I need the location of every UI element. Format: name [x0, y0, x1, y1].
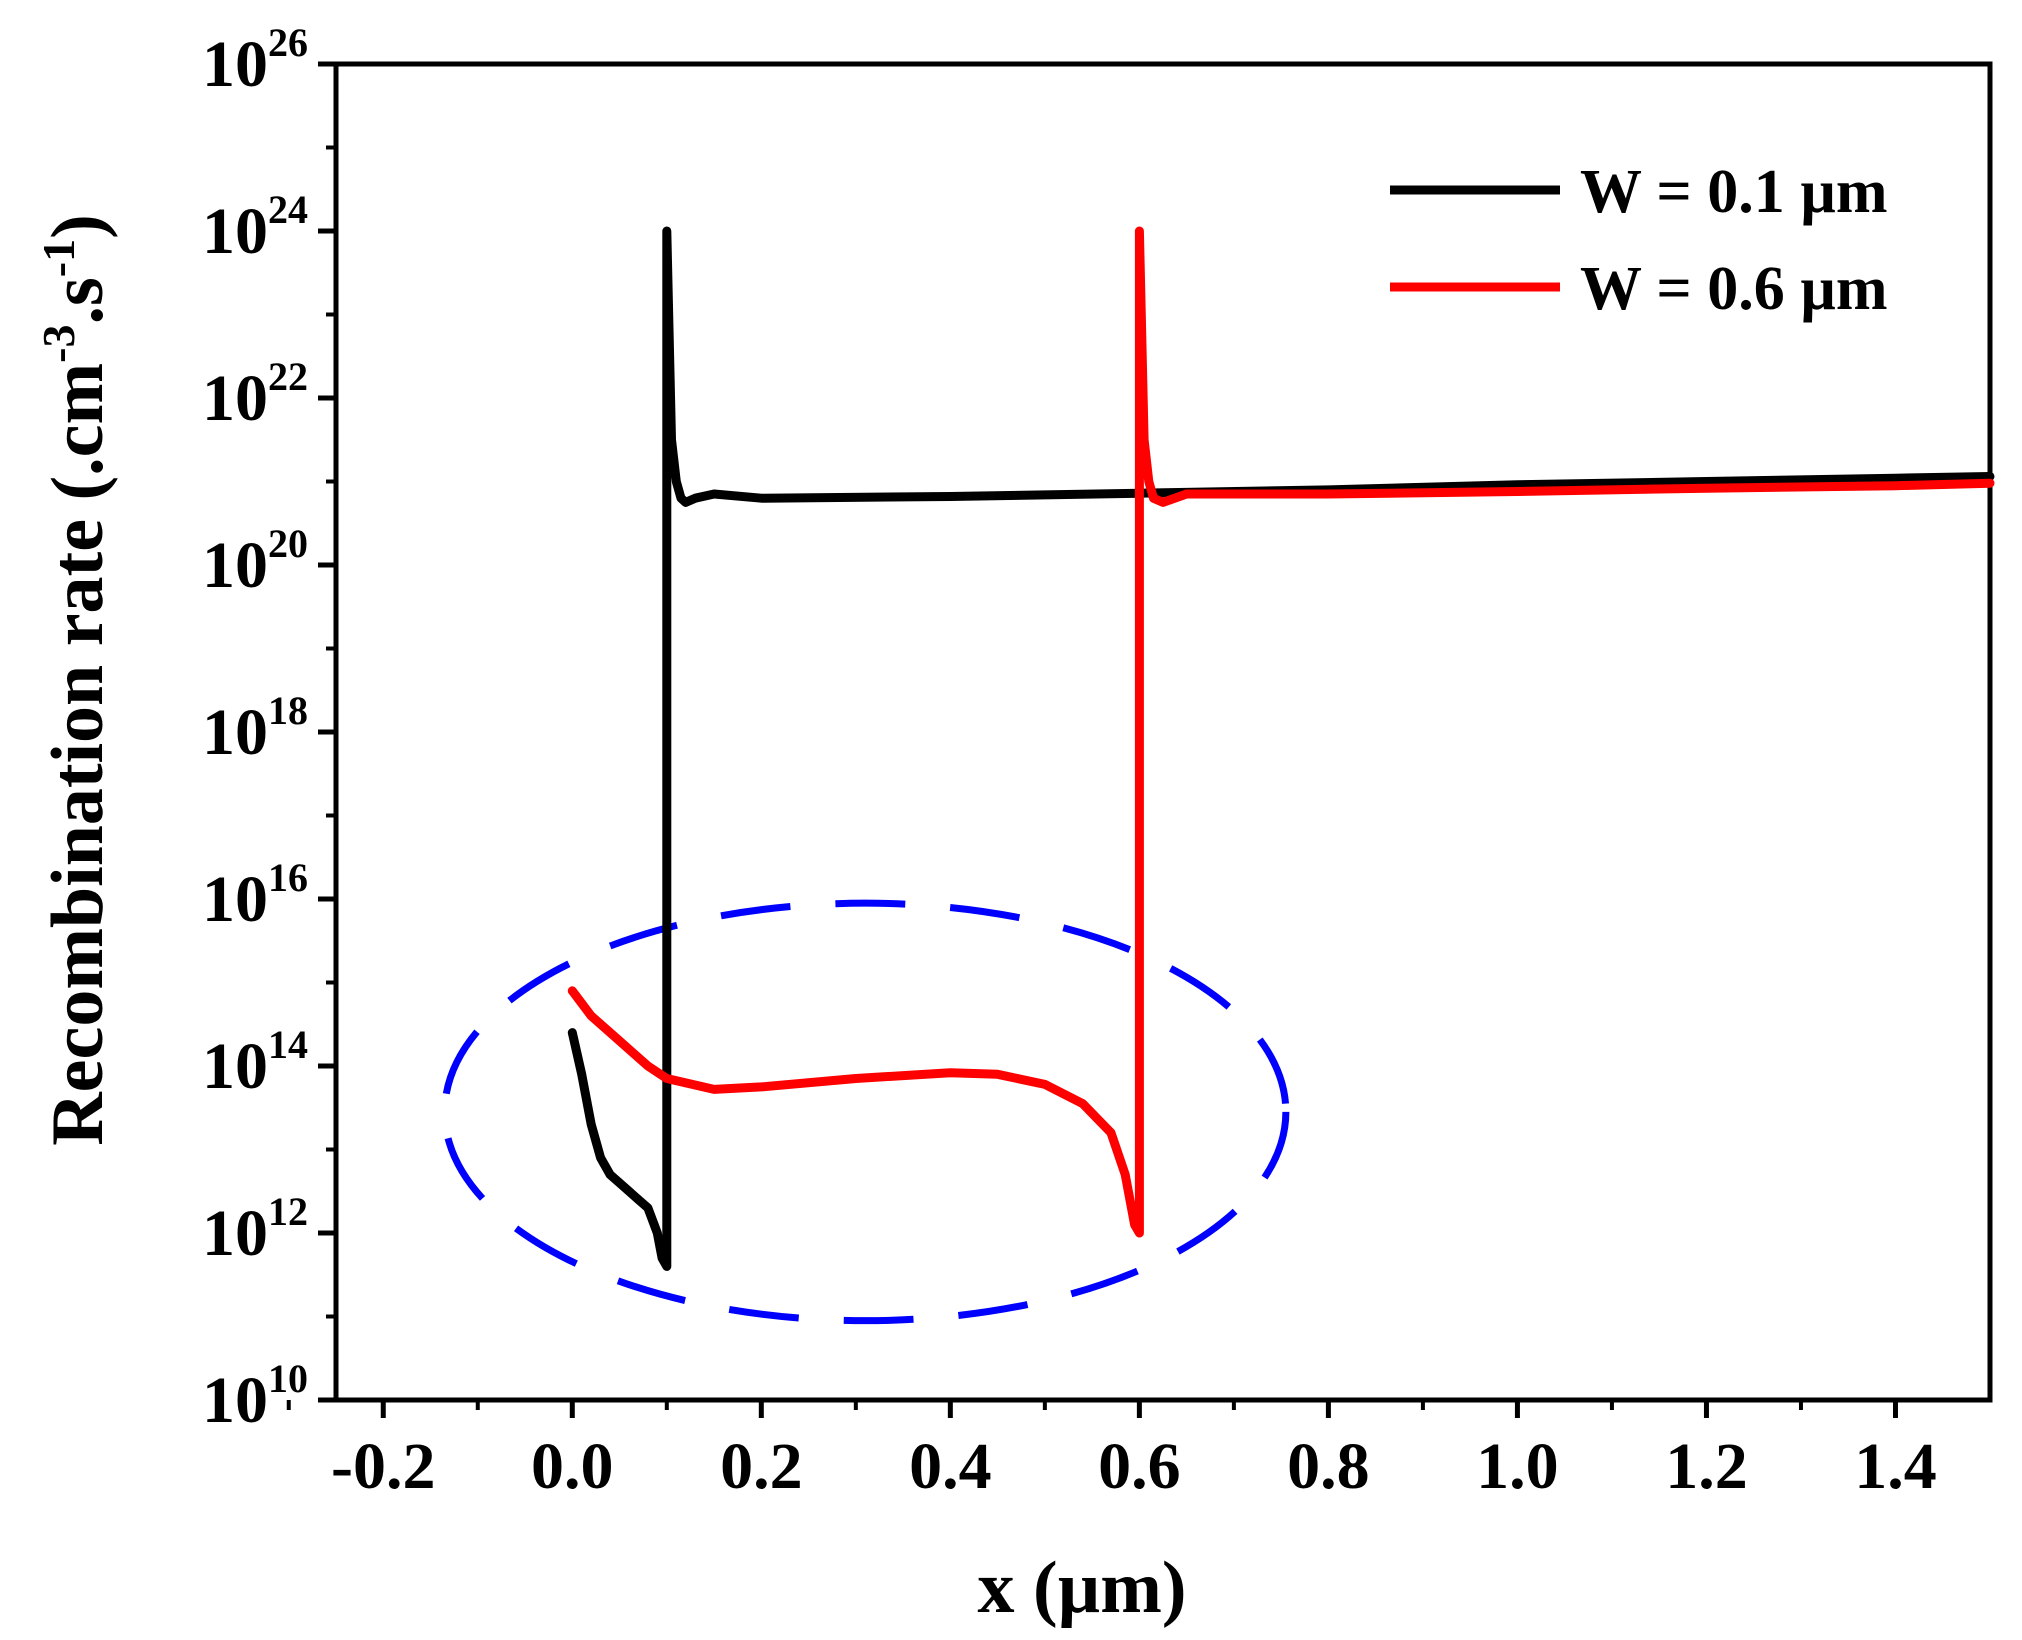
series-line-0 [567, 226, 1995, 1271]
y-tick-exponent: 16 [268, 855, 308, 900]
y-tick-label-0: 1010 [202, 1356, 308, 1437]
x-tick-label-3: 0.4 [909, 1430, 992, 1503]
y-tick-base: 10 [202, 362, 268, 435]
series-line-1 [567, 226, 1995, 1238]
y-tick-exponent: 18 [268, 688, 308, 733]
y-axis-title-end: ) [37, 214, 119, 239]
x-axis-title: x (µm) [977, 1547, 1186, 1629]
y-tick-base: 10 [202, 1197, 268, 1270]
x-tick-label-8: 1.4 [1854, 1430, 1937, 1503]
y-axis-title: Recombination rate (.cm-3.s-1) [33, 214, 119, 1146]
y-tick-label-4: 1018 [202, 688, 308, 769]
series-layer [567, 226, 1995, 1271]
annotation-layer [441, 899, 1290, 1325]
x-axis: -0.2 0.0 0.2 0.4 0.6 0.8 1.0 1.2 1.4 [286, 1400, 1937, 1503]
y-tick-label-1: 1012 [202, 1189, 308, 1270]
x-tick-label-5: 0.8 [1287, 1430, 1370, 1503]
y-tick-exponent: 12 [268, 1189, 308, 1234]
plot-area [333, 61, 1995, 1403]
y-tick-label-7: 1024 [202, 187, 308, 268]
y-tick-exponent: 24 [268, 187, 308, 232]
y-tick-label-3: 1016 [202, 855, 308, 936]
highlight-ellipse-0 [441, 899, 1290, 1325]
y-tick-label-2: 1014 [202, 1022, 308, 1103]
x-tick-label-1: 0.0 [531, 1430, 614, 1503]
y-tick-base: 10 [202, 529, 268, 602]
y-tick-base: 10 [202, 1364, 268, 1437]
y-tick-base: 10 [202, 1030, 268, 1103]
x-tick-label-2: 0.2 [720, 1430, 803, 1503]
y-tick-exponent: 14 [268, 1022, 308, 1067]
x-tick-label-6: 1.0 [1476, 1430, 1559, 1503]
y-tick-exponent: 22 [268, 354, 308, 399]
y-tick-exponent: 20 [268, 521, 308, 566]
x-tick-label-7: 1.2 [1665, 1430, 1748, 1503]
y-tick-base: 10 [202, 863, 268, 936]
legend-label-w01: W = 0.1 µm [1580, 158, 1888, 226]
x-tick-label-4: 0.6 [1098, 1430, 1181, 1503]
y-tick-exponent: 26 [268, 20, 308, 65]
x-tick-label-0: -0.2 [331, 1430, 435, 1503]
y-axis-title-sup1: -3 [33, 325, 84, 363]
y-tick-label-5: 1020 [202, 521, 308, 602]
y-tick-base: 10 [202, 195, 268, 268]
y-tick-label-8: 1026 [202, 20, 308, 101]
y-axis-title-mid: .s [37, 277, 119, 324]
y-axis-title-main: Recombination rate (.cm [37, 363, 119, 1146]
y-axis-title-sup2: -1 [33, 239, 84, 277]
y-tick-label-6: 1022 [202, 354, 308, 435]
legend: W = 0.1 µm W = 0.6 µm [1390, 158, 1888, 323]
y-tick-base: 10 [202, 696, 268, 769]
legend-label-w06: W = 0.6 µm [1580, 255, 1888, 323]
y-tick-exponent: 10 [268, 1356, 308, 1401]
y-tick-base: 10 [202, 28, 268, 101]
